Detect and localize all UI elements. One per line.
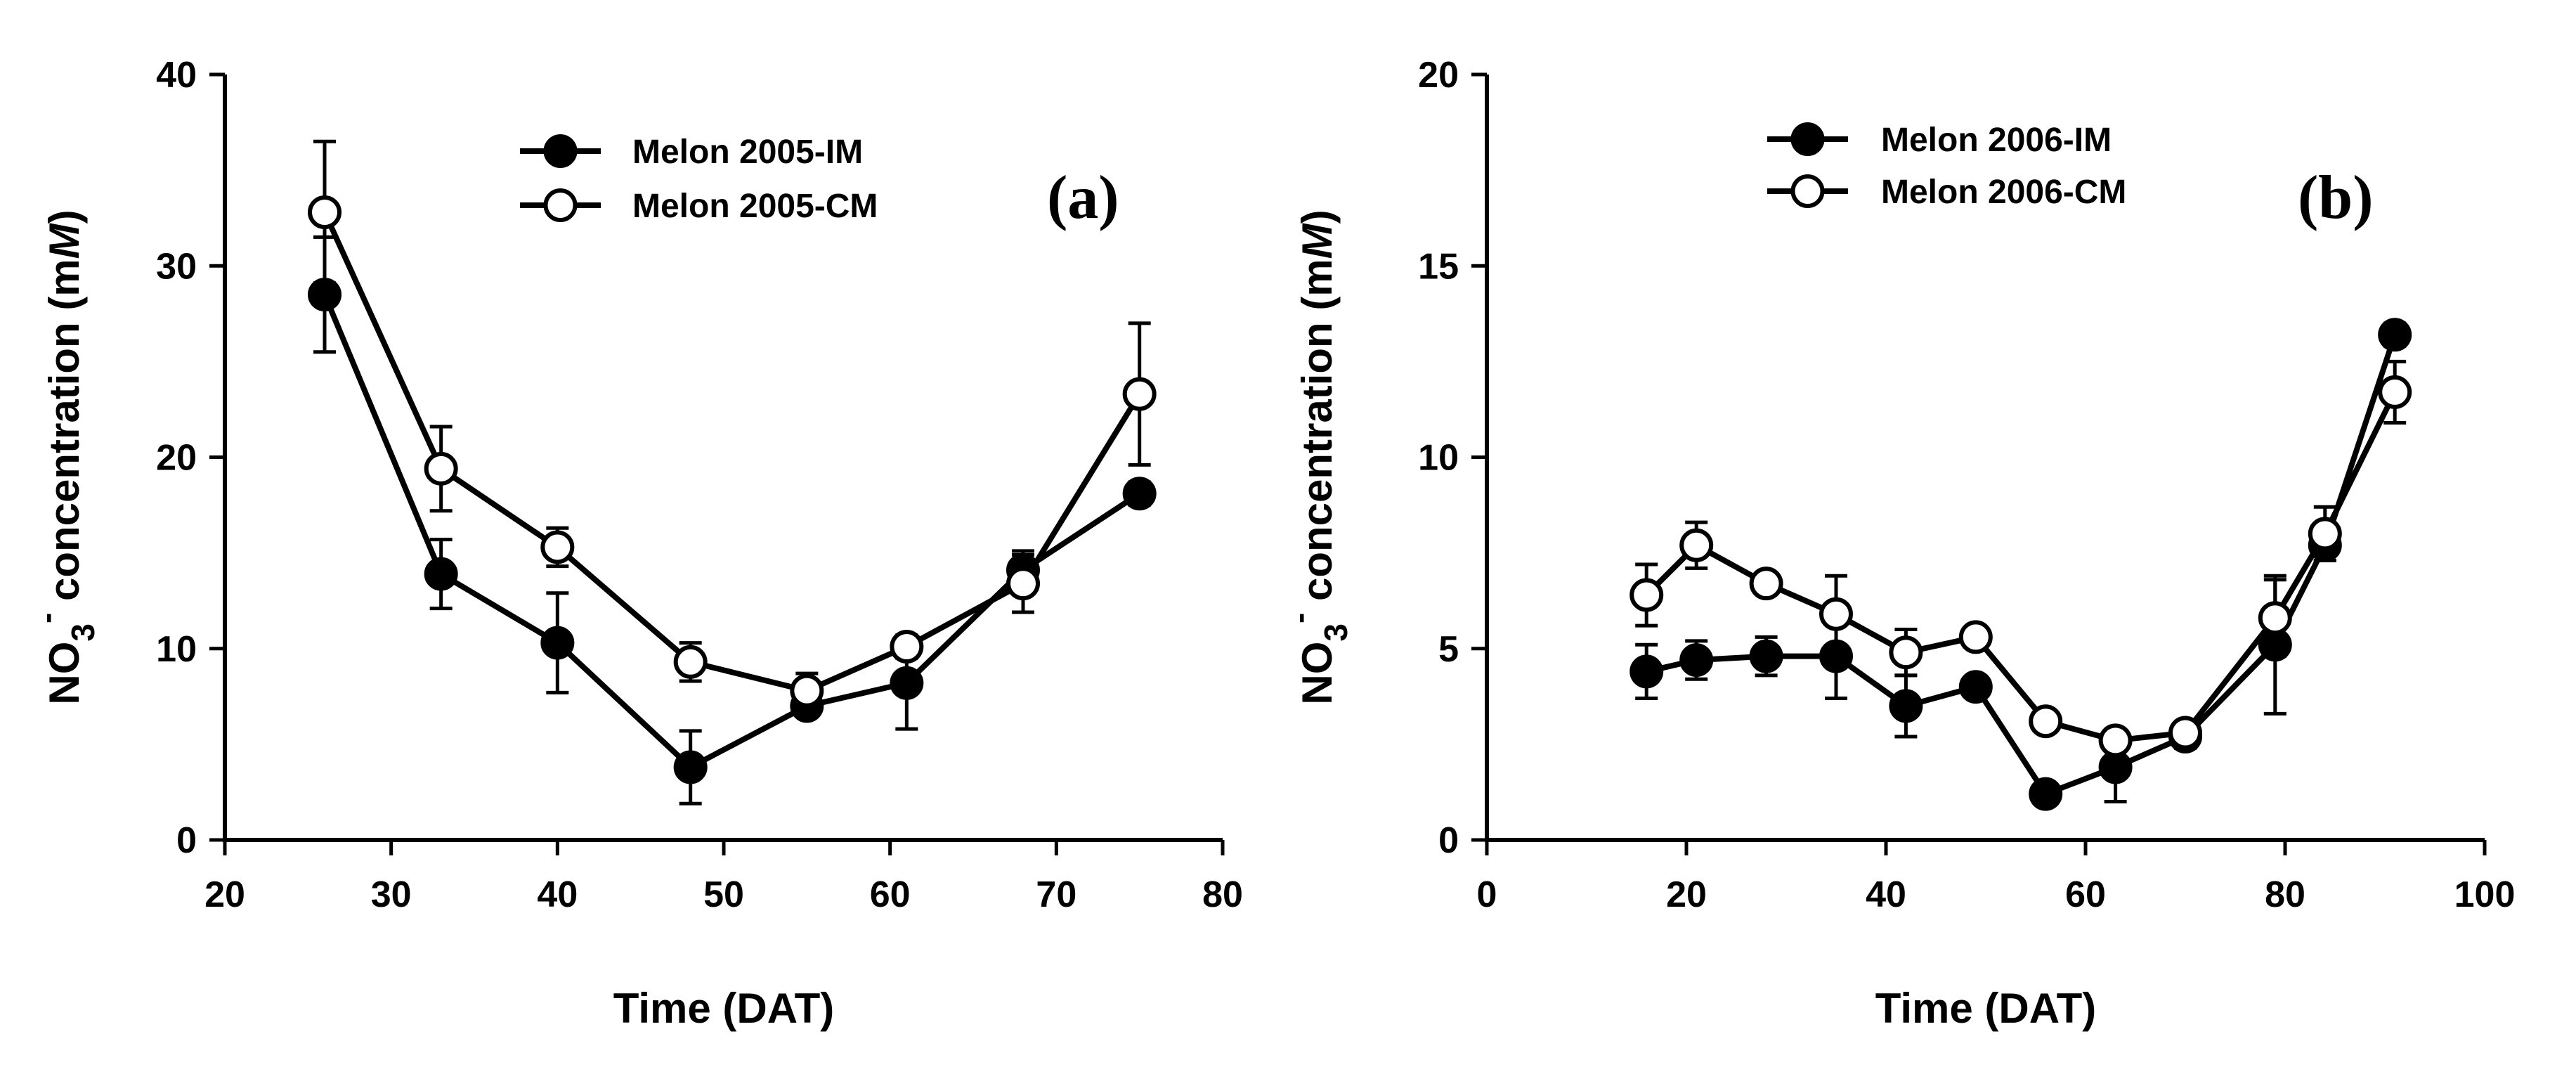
data-point: [1749, 639, 1783, 673]
data-point: [1006, 567, 1040, 601]
y-axis-title: NO3- concentration (mM): [28, 209, 101, 704]
x-tick-label: 60: [870, 874, 911, 915]
y-tick-label: 0: [1438, 820, 1459, 861]
data-point: [1749, 567, 1783, 601]
y-axis-title: NO3- concentration (mM): [1281, 209, 1354, 704]
y-title-italic: M: [41, 222, 88, 259]
y-title-main: concentration (m: [1294, 259, 1341, 612]
data-point: [2168, 716, 2202, 750]
panel-label: (a): [1047, 164, 1119, 232]
legend-marker: [1790, 174, 1825, 208]
x-tick-label: 20: [204, 874, 245, 915]
data-point: [2029, 704, 2063, 739]
legend: Melon 2005-IM Melon 2005-CM: [520, 134, 878, 225]
y-tick-label: 20: [156, 438, 197, 479]
legend-label: Melon 2005-IM: [632, 134, 863, 171]
chart-panel-a: 20 30 40 50 60 70 80 0 10 20 30 40 Time (DAT) NO3- co…: [28, 55, 1243, 1032]
data-point: [890, 630, 924, 664]
x-tick-label: 80: [2265, 874, 2305, 915]
x-tick-label: 80: [1202, 874, 1243, 915]
legend-marker: [543, 188, 578, 222]
data-point: [1679, 643, 1714, 678]
x-tick-label: 20: [1666, 874, 1707, 915]
y-title-prefix: NO: [41, 642, 88, 705]
legend-label: Melon 2006-IM: [1881, 122, 2112, 159]
x-tick-label: 60: [2065, 874, 2106, 915]
legend-entry: Melon 2005-IM: [520, 134, 863, 171]
legend-entry: Melon 2006-IM: [1767, 122, 2112, 159]
y-title-italic: M: [1294, 222, 1341, 259]
y-title-superscript: -: [1281, 613, 1318, 623]
y-title-suffix: ): [41, 209, 88, 224]
data-point: [1889, 635, 1923, 670]
x-tick-label: 0: [1477, 874, 1497, 915]
y-title-main: concentration (m: [41, 259, 88, 612]
data-point: [673, 750, 708, 784]
data-point: [2378, 375, 2412, 409]
y-tick-label: 10: [156, 629, 197, 670]
data-point: [1122, 477, 1157, 511]
y-tick-label: 20: [1418, 55, 1459, 96]
y-title-prefix: NO: [1294, 642, 1341, 705]
y-title-subscript: 3: [1318, 623, 1354, 642]
legend-entry: Melon 2006-CM: [1767, 174, 2126, 211]
data-point: [1819, 597, 1853, 631]
x-tick-label: 30: [371, 874, 412, 915]
y-title-subscript: 3: [65, 623, 101, 642]
data-point: [2308, 517, 2342, 551]
data-point: [673, 645, 708, 679]
chart-panel-b: 0 20 40 60 80 100 0 5 10 15 20 Time (DAT) NO3- conce…: [1281, 55, 2515, 1032]
x-tick-label: 50: [703, 874, 744, 915]
data-point: [1958, 620, 1993, 654]
x-tick-label: 70: [1036, 874, 1076, 915]
series-line: [322, 293, 1141, 771]
data-point: [890, 666, 924, 700]
data-point: [2029, 777, 2063, 811]
data-point: [1629, 578, 1664, 612]
data-point: [2258, 601, 2292, 635]
data-point: [424, 451, 458, 486]
series-line: [322, 211, 1143, 694]
y-tick-label: 15: [1418, 246, 1459, 287]
data-point: [308, 195, 341, 230]
legend-marker: [1790, 122, 1825, 156]
data-point: [1889, 689, 1923, 723]
y-tick-label: 40: [156, 55, 197, 96]
y-title-suffix: ): [1294, 209, 1341, 224]
data-point: [2378, 318, 2412, 352]
panel-label: (b): [2298, 164, 2374, 232]
data-point: [1679, 528, 1714, 562]
y-tick-label: 30: [156, 246, 197, 287]
x-tick-label: 40: [1866, 874, 1906, 915]
data-point: [540, 530, 575, 564]
data-point: [790, 673, 824, 708]
x-axis-title: Time (DAT): [613, 985, 834, 1032]
x-axis-title: Time (DAT): [1875, 985, 2096, 1032]
legend-entry: Melon 2005-CM: [520, 188, 878, 225]
data-point: [1122, 377, 1157, 411]
legend-marker: [543, 134, 578, 168]
x-tick-label: 100: [2454, 874, 2516, 915]
data-point: [1629, 654, 1664, 689]
legend: Melon 2006-IM Melon 2006-CM: [1767, 122, 2126, 211]
data-point: [540, 626, 575, 660]
data-point: [2098, 723, 2133, 758]
series-cm: [1629, 359, 2412, 758]
x-tick-label: 40: [537, 874, 578, 915]
data-point: [424, 557, 458, 591]
data-point: [1958, 670, 1993, 704]
series-cm: [308, 139, 1157, 710]
y-tick-label: 0: [176, 820, 197, 861]
legend-label: Melon 2005-CM: [632, 188, 878, 225]
y-tick-label: 10: [1418, 438, 1459, 479]
y-tick-label: 5: [1438, 629, 1459, 670]
legend-label: Melon 2006-CM: [1881, 174, 2126, 211]
y-title-superscript: -: [28, 613, 65, 623]
